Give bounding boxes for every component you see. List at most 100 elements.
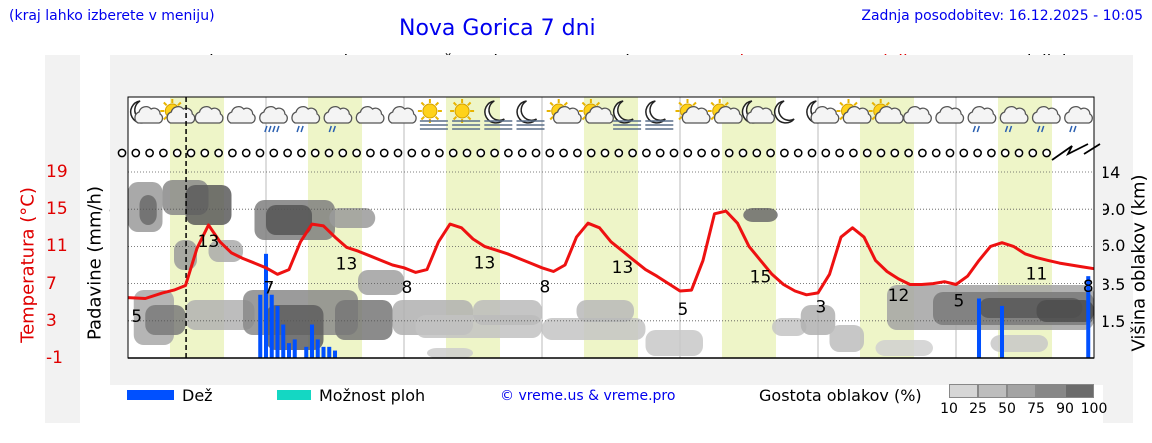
- moon-crescent: [612, 100, 634, 124]
- cloud-density-patch: [1036, 300, 1094, 322]
- wind-calm-circle: [462, 148, 472, 158]
- temperature-label: 5: [953, 291, 964, 311]
- wind-calm-circle: [131, 148, 141, 158]
- sun-ray: [885, 101, 890, 107]
- moon-crescent: [484, 100, 505, 124]
- cloud-icon: [387, 106, 417, 124]
- sun-ray: [581, 115, 586, 121]
- temperature-label: 11: [1026, 265, 1048, 285]
- location-hint[interactable]: (kraj lahko izberete v meniju): [9, 8, 215, 24]
- wind-calm-circle: [600, 148, 610, 158]
- cloud-shape: [810, 106, 840, 124]
- cloud-density-patch: [990, 335, 1048, 352]
- moon-icon: [773, 100, 795, 124]
- wind-calm-circle: [297, 148, 306, 158]
- wind-calm-circle: [490, 148, 499, 158]
- wind-calm-circle: [476, 148, 486, 158]
- cloud-density-patch: [875, 340, 933, 356]
- moon-fog-icon: [484, 100, 513, 130]
- rain-drop: [296, 125, 300, 133]
- cloud-scale-swatch: [949, 384, 978, 398]
- moon-crescent: [773, 100, 795, 124]
- wind-calm-circle: [379, 148, 389, 158]
- cloud-height-tick: 9.0: [1100, 200, 1126, 219]
- cloud-shape: [194, 106, 224, 124]
- temperature-label: 13: [336, 254, 358, 274]
- sun-cloud-icon: [707, 99, 743, 124]
- wind-calm-circle: [821, 148, 831, 158]
- wind-calm-circle: [545, 148, 555, 158]
- wind-calm-circle: [890, 148, 900, 158]
- cloud-density-patch: [576, 300, 634, 322]
- sun-ray: [420, 101, 425, 107]
- sun-fog-icon: [450, 99, 481, 130]
- cloud-drizzle-icon: [291, 106, 321, 133]
- rain-drop: [264, 125, 268, 133]
- wind-calm-circle: [255, 148, 265, 158]
- cloud-shape: [355, 106, 385, 124]
- rain-bar: [1086, 276, 1091, 358]
- rain-drop: [1036, 125, 1041, 133]
- wind-calm-circle: [835, 148, 844, 158]
- temperature-label: 5: [677, 300, 688, 320]
- wind-calm-circle: [973, 148, 982, 158]
- wind-calm-circle: [642, 148, 651, 158]
- wind-calm-circle: [849, 148, 858, 158]
- moon-fog-icon: [612, 100, 642, 130]
- rain-bar: [999, 305, 1005, 358]
- rain-bar: [309, 324, 315, 358]
- sun-cloud-icon: [160, 99, 196, 124]
- sun-ray: [724, 101, 729, 107]
- sun-ray: [163, 101, 168, 107]
- cloud-icon: [226, 106, 256, 124]
- rain-drop: [976, 125, 981, 133]
- sun-fog-icon: [417, 99, 448, 130]
- cloud-density-patch: [772, 318, 807, 336]
- last-updated: Zadnja posodobitev: 16.12.2025 - 10:05: [861, 8, 1143, 24]
- cloud-scale-swatch: [1036, 384, 1065, 398]
- cloud-density-patch: [145, 305, 186, 335]
- cloud-shape: [681, 106, 711, 124]
- wind-calm-circle: [145, 148, 154, 158]
- cloud-shape: [1064, 106, 1093, 124]
- wind-calm-circle: [945, 148, 955, 158]
- cloud-density-patch: [829, 325, 864, 352]
- rain-bar: [292, 339, 297, 358]
- cloud-icon: [355, 106, 385, 124]
- rain-bar: [332, 350, 338, 358]
- cloud-scale-label: 50: [998, 401, 1016, 417]
- sun-ray: [467, 101, 472, 107]
- cloud-shape: [291, 106, 321, 124]
- credit-link[interactable]: © vreme.us & vreme.pro: [500, 388, 676, 404]
- cloud-density-patch: [208, 240, 243, 262]
- cloud-drizzle-icon: [1031, 106, 1061, 133]
- cloud-drizzle-icon: [323, 106, 353, 133]
- wind-calm-circle: [669, 148, 679, 158]
- rain-drop: [332, 125, 337, 133]
- cloud-density-patch: [473, 300, 542, 325]
- rain-bar: [315, 339, 320, 358]
- wind-calm-circle: [724, 148, 734, 158]
- wind-calm-circle: [338, 148, 348, 158]
- cloud-shape: [226, 106, 256, 124]
- cloud-density-patch: [743, 208, 778, 222]
- sun-disc: [454, 103, 470, 119]
- rain-bar: [327, 346, 332, 358]
- rain-drop: [1040, 125, 1045, 133]
- sun-ray: [434, 101, 440, 107]
- wind-calm-circle: [959, 148, 969, 158]
- wind-calm-circle: [876, 148, 886, 158]
- wind-calm-circle: [655, 148, 665, 158]
- sun-ray: [467, 115, 472, 121]
- cloud-density-patch: [185, 185, 232, 225]
- temperature-tick: 3: [46, 310, 57, 331]
- cloud-shape: [166, 106, 196, 124]
- cloud-height-tick: 1.5: [1100, 312, 1126, 331]
- temp-axis-panel: [45, 55, 80, 423]
- rain-bar: [321, 346, 326, 358]
- legend-rain-swatch: [127, 390, 174, 400]
- temperature-label: 15: [750, 267, 772, 287]
- wind-calm-circle: [269, 148, 279, 158]
- cloud-shape: [967, 106, 997, 124]
- cloud-shape: [1031, 106, 1061, 124]
